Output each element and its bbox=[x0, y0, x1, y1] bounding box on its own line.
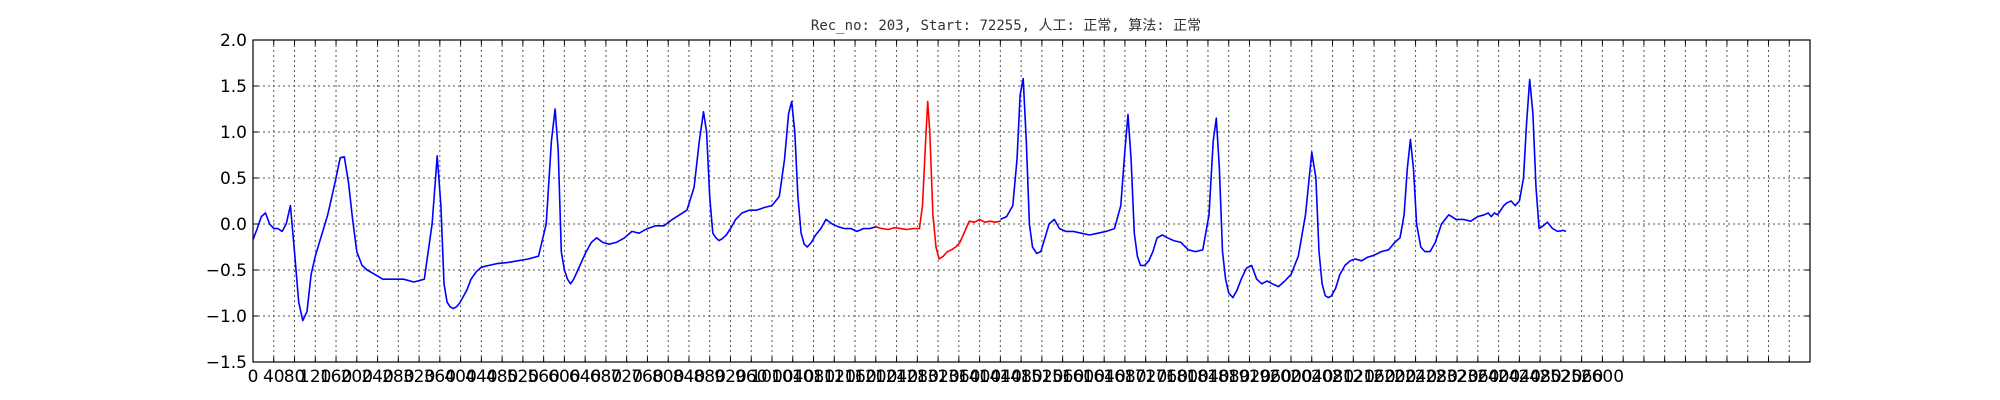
x-tick-label: 2120 bbox=[1332, 367, 1375, 387]
x-tick-label: 1960 bbox=[1249, 367, 1292, 387]
x-tick-label: 560 bbox=[527, 367, 559, 387]
x-tick-label: 920 bbox=[714, 367, 746, 387]
x-tick-label: 2000 bbox=[1269, 367, 1312, 387]
x-tick-label: 2520 bbox=[1539, 367, 1582, 387]
x-tick-label: 1280 bbox=[896, 367, 939, 387]
x-tick-label: 1160 bbox=[833, 367, 876, 387]
x-tick-label: 2480 bbox=[1518, 367, 1561, 387]
x-tick-label: 1880 bbox=[1207, 367, 1250, 387]
series-line-3 bbox=[1000, 77, 1520, 299]
y-tick-label: 1.0 bbox=[220, 123, 247, 143]
x-axis: 0 40 8012016020024028032036040044048052056… bbox=[248, 40, 1811, 387]
plot-frame bbox=[252, 39, 1811, 363]
x-tick-label: 2440 bbox=[1498, 367, 1541, 387]
x-tick-label: 240 bbox=[361, 367, 393, 387]
x-tick-label: 1120 bbox=[813, 367, 856, 387]
x-tick-label: 1640 bbox=[1083, 367, 1126, 387]
x-tick-label: 2400 bbox=[1477, 367, 1520, 387]
x-tick-label: 440 bbox=[465, 367, 497, 387]
x-tick-label: 2320 bbox=[1435, 367, 1478, 387]
x-tick-label: 280 bbox=[382, 367, 414, 387]
x-tick-label: 1000 bbox=[750, 367, 793, 387]
x-tick-label: 2040 bbox=[1290, 367, 1333, 387]
y-tick-label: 0.5 bbox=[220, 169, 247, 189]
x-tick-label: 640 bbox=[569, 367, 601, 387]
x-tick-label: 2600 bbox=[1581, 367, 1624, 387]
x-tick-label: 1680 bbox=[1103, 367, 1146, 387]
x-tick-label: 120 bbox=[299, 367, 331, 387]
x-tick-label: 1760 bbox=[1145, 367, 1188, 387]
x-tick-label: 80 bbox=[284, 367, 306, 387]
x-tick-label: 1480 bbox=[999, 367, 1042, 387]
x-tick-label: 2200 bbox=[1373, 367, 1416, 387]
x-tick-label: 2240 bbox=[1394, 367, 1437, 387]
x-tick-label: 1840 bbox=[1186, 367, 1229, 387]
x-tick-label: 1200 bbox=[854, 367, 897, 387]
series-line-2 bbox=[875, 100, 1001, 260]
x-tick-label: 960 bbox=[735, 367, 767, 387]
x-tick-label: 520 bbox=[507, 367, 539, 387]
y-axis: −1.5 −1.0 −0.5 0.0 0.5 1.0 1.5 2.0 bbox=[206, 31, 1810, 373]
x-tick-label: 1080 bbox=[792, 367, 835, 387]
x-tick-label: 840 bbox=[673, 367, 705, 387]
x-tick-label: 680 bbox=[590, 367, 622, 387]
series-line-1 bbox=[252, 100, 877, 322]
y-tick-label: −1.5 bbox=[206, 353, 247, 373]
x-tick-label: 2360 bbox=[1456, 367, 1499, 387]
x-tick-label: 0 bbox=[248, 367, 259, 387]
x-tick-label: 40 bbox=[263, 367, 285, 387]
x-tick-label: 1720 bbox=[1124, 367, 1167, 387]
x-tick-label: 200 bbox=[341, 367, 373, 387]
x-tick-label: 1520 bbox=[1020, 367, 1063, 387]
x-tick-label: 1240 bbox=[875, 367, 918, 387]
x-tick-label: 1360 bbox=[937, 367, 980, 387]
x-tick-label: 1440 bbox=[979, 367, 1022, 387]
x-tick-label: 1800 bbox=[1166, 367, 1209, 387]
y-tick-label: −0.5 bbox=[206, 261, 247, 281]
series-line-4 bbox=[1518, 78, 1567, 233]
y-tick-label: 2.0 bbox=[220, 31, 247, 51]
x-tick-label: 1600 bbox=[1062, 367, 1105, 387]
x-tick-label: 600 bbox=[548, 367, 580, 387]
x-tick-label: 360 bbox=[424, 367, 456, 387]
x-tick-label: 320 bbox=[403, 367, 435, 387]
x-tick-label: 1040 bbox=[771, 367, 814, 387]
x-tick-label: 400 bbox=[444, 367, 476, 387]
series-layer bbox=[252, 77, 1567, 322]
grid-layer bbox=[253, 40, 1810, 362]
x-tick-label: 2080 bbox=[1311, 367, 1354, 387]
x-tick-label: 2560 bbox=[1560, 367, 1603, 387]
y-tick-label: 1.5 bbox=[220, 77, 247, 97]
x-tick-label: 880 bbox=[693, 367, 725, 387]
x-tick-label: 480 bbox=[486, 367, 518, 387]
x-tick-label: 760 bbox=[631, 367, 663, 387]
x-tick-label: 1560 bbox=[1041, 367, 1084, 387]
x-tick-label: 800 bbox=[652, 367, 684, 387]
chart-title: Rec_no: 203, Start: 72255, 人工: 正常, 算法: 正… bbox=[811, 18, 1201, 34]
x-tick-label: 1920 bbox=[1228, 367, 1271, 387]
x-tick-label: 1320 bbox=[916, 367, 959, 387]
y-tick-label: 0.0 bbox=[220, 215, 247, 235]
y-tick-label: −1.0 bbox=[206, 307, 247, 327]
x-tick-label: 1400 bbox=[958, 367, 1001, 387]
x-tick-label: 720 bbox=[610, 367, 642, 387]
x-tick-label: 2280 bbox=[1415, 367, 1458, 387]
x-tick-label: 160 bbox=[320, 367, 352, 387]
x-tick-label: 2160 bbox=[1352, 367, 1395, 387]
